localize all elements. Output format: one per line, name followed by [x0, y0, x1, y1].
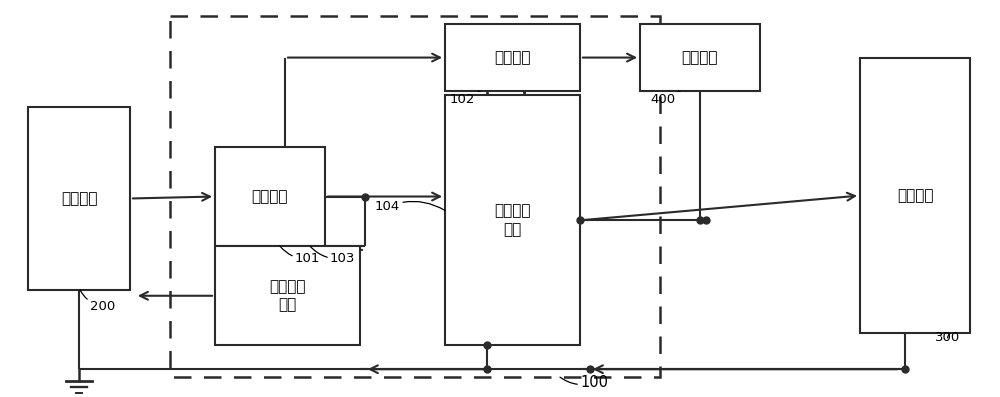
Text: 101: 101 [280, 246, 320, 265]
Bar [445, 95, 580, 345]
Bar [215, 246, 360, 345]
Text: 微处理器: 微处理器 [494, 50, 531, 65]
Bar [215, 147, 325, 246]
Text: 被测单元: 被测单元 [897, 188, 933, 203]
Text: 直流电源: 直流电源 [61, 191, 97, 206]
Bar [640, 24, 760, 91]
Text: 104: 104 [375, 200, 445, 214]
Bar [170, 16, 660, 377]
Bar [445, 24, 580, 91]
Text: 400: 400 [650, 91, 680, 106]
Text: 103: 103 [310, 246, 355, 265]
Text: 100: 100 [560, 375, 608, 390]
Text: 测试电路: 测试电路 [682, 50, 718, 65]
Text: 300: 300 [935, 331, 960, 345]
Text: 电流检测
模块: 电流检测 模块 [494, 204, 531, 237]
Text: 200: 200 [80, 290, 115, 313]
Bar [28, 107, 130, 290]
Text: 短路保护
模块: 短路保护 模块 [269, 279, 306, 312]
Text: 开关模块: 开关模块 [252, 189, 288, 204]
Text: 102: 102 [450, 91, 480, 106]
Bar [860, 58, 970, 333]
